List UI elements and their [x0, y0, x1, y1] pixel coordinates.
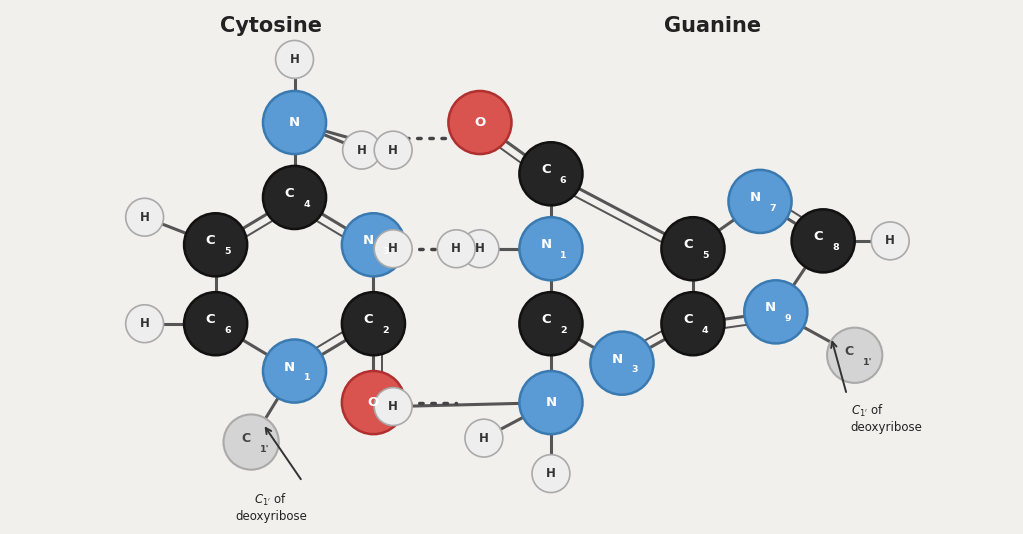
Circle shape [126, 305, 164, 343]
Circle shape [461, 230, 499, 268]
Circle shape [662, 292, 724, 355]
Text: C: C [206, 313, 215, 326]
Text: H: H [140, 317, 149, 330]
Circle shape [126, 198, 164, 236]
Text: C: C [683, 238, 693, 252]
Text: 8: 8 [832, 243, 839, 252]
Circle shape [263, 166, 326, 229]
Text: 7: 7 [769, 203, 775, 213]
Text: H: H [479, 431, 489, 445]
Text: H: H [140, 211, 149, 224]
Text: H: H [388, 400, 398, 413]
Text: 4: 4 [702, 326, 709, 335]
Text: N: N [749, 191, 760, 204]
Circle shape [520, 217, 582, 280]
Text: C: C [241, 431, 251, 445]
Text: H: H [388, 144, 398, 156]
Circle shape [184, 292, 248, 355]
Circle shape [343, 131, 381, 169]
Text: H: H [885, 234, 895, 247]
Circle shape [342, 371, 405, 434]
Text: 5: 5 [702, 251, 709, 260]
Text: O: O [475, 116, 486, 129]
Circle shape [275, 41, 313, 78]
Text: H: H [546, 467, 555, 480]
Circle shape [342, 213, 405, 277]
Circle shape [374, 131, 412, 169]
Text: C: C [363, 313, 373, 326]
Text: C: C [284, 187, 295, 200]
Text: H: H [388, 242, 398, 255]
Text: 1: 1 [560, 251, 567, 260]
Text: 2: 2 [383, 326, 389, 335]
Circle shape [520, 371, 582, 434]
Circle shape [342, 292, 405, 355]
Circle shape [184, 213, 248, 277]
Text: C: C [541, 163, 550, 176]
Text: O: O [368, 396, 380, 409]
Circle shape [520, 292, 582, 355]
Text: 6: 6 [224, 326, 231, 335]
Text: $C_{1'}$ of
deoxyribose: $C_{1'}$ of deoxyribose [851, 403, 923, 434]
Text: N: N [545, 396, 557, 409]
Text: H: H [475, 242, 485, 255]
Circle shape [374, 388, 412, 426]
Circle shape [438, 230, 476, 268]
Text: H: H [451, 242, 461, 255]
Text: C: C [683, 313, 693, 326]
Circle shape [223, 414, 278, 470]
Circle shape [792, 209, 854, 272]
Text: C: C [206, 234, 215, 247]
Circle shape [728, 170, 792, 233]
Text: C: C [813, 230, 822, 244]
Text: 3: 3 [383, 247, 389, 256]
Text: 1': 1' [863, 358, 873, 367]
Text: 4: 4 [304, 200, 310, 209]
Circle shape [263, 91, 326, 154]
Circle shape [828, 328, 882, 383]
Text: N: N [540, 238, 551, 252]
Text: H: H [290, 53, 300, 66]
Text: Guanine: Guanine [664, 16, 761, 36]
Circle shape [872, 222, 909, 260]
Text: Cytosine: Cytosine [220, 16, 322, 36]
Text: 2: 2 [560, 326, 567, 335]
Circle shape [590, 332, 654, 395]
Text: 1: 1 [304, 373, 310, 382]
Text: H: H [357, 144, 366, 156]
Circle shape [263, 340, 326, 403]
Circle shape [374, 230, 412, 268]
Circle shape [448, 91, 512, 154]
Circle shape [464, 419, 503, 457]
Text: C: C [845, 345, 854, 358]
Text: $C_{1'}$ of
deoxyribose: $C_{1'}$ of deoxyribose [235, 492, 307, 523]
Text: 3: 3 [631, 365, 637, 374]
Text: N: N [765, 301, 776, 315]
Text: 1': 1' [260, 445, 269, 454]
Circle shape [745, 280, 807, 343]
Text: 6: 6 [560, 176, 567, 185]
Text: N: N [288, 116, 300, 129]
Circle shape [520, 142, 582, 206]
Text: N: N [612, 353, 622, 366]
Text: N: N [283, 360, 295, 374]
Text: 9: 9 [785, 314, 792, 323]
Text: 5: 5 [225, 247, 231, 256]
Text: N: N [363, 234, 373, 247]
Text: C: C [541, 313, 550, 326]
Circle shape [662, 217, 724, 280]
Circle shape [532, 454, 570, 492]
